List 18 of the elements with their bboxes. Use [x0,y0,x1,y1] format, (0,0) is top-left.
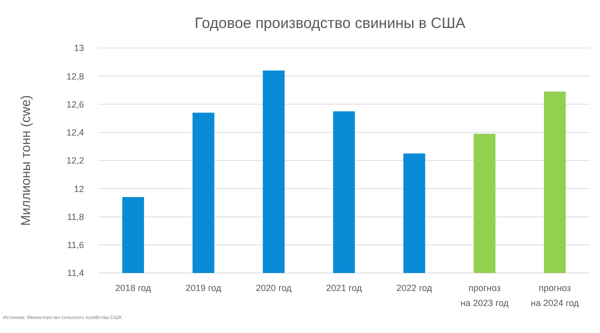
x-tick-label: 2021 год [326,283,363,293]
x-tick-label: 2019 год [186,283,222,293]
y-tick-label: 13 [74,43,84,54]
y-tick-label: 12,8 [66,71,84,82]
y-tick-label: 11,6 [67,240,84,250]
x-tick-label: 2018 год [115,283,152,293]
x-tick-label: 2020 год [256,283,292,293]
y-tick-label: 11,8 [67,212,84,222]
y-tick-label: 11,4 [67,268,84,278]
x-tick-label: 2022 год [396,283,433,293]
chart-title: Годовое производство свинины в США [194,15,466,32]
x-tick-label: прогноз на 2024 год [530,283,580,308]
x-tick-label: прогноз на 2023 год [460,283,510,308]
y-tick-label: 12,6 [66,99,84,110]
y-tick-label: 12,2 [66,156,84,166]
y-tick-label: 12,4 [66,128,84,138]
y-axis-title: Миллионы тонн (cwe) [18,95,33,226]
y-tick-label: 12 [74,184,84,194]
